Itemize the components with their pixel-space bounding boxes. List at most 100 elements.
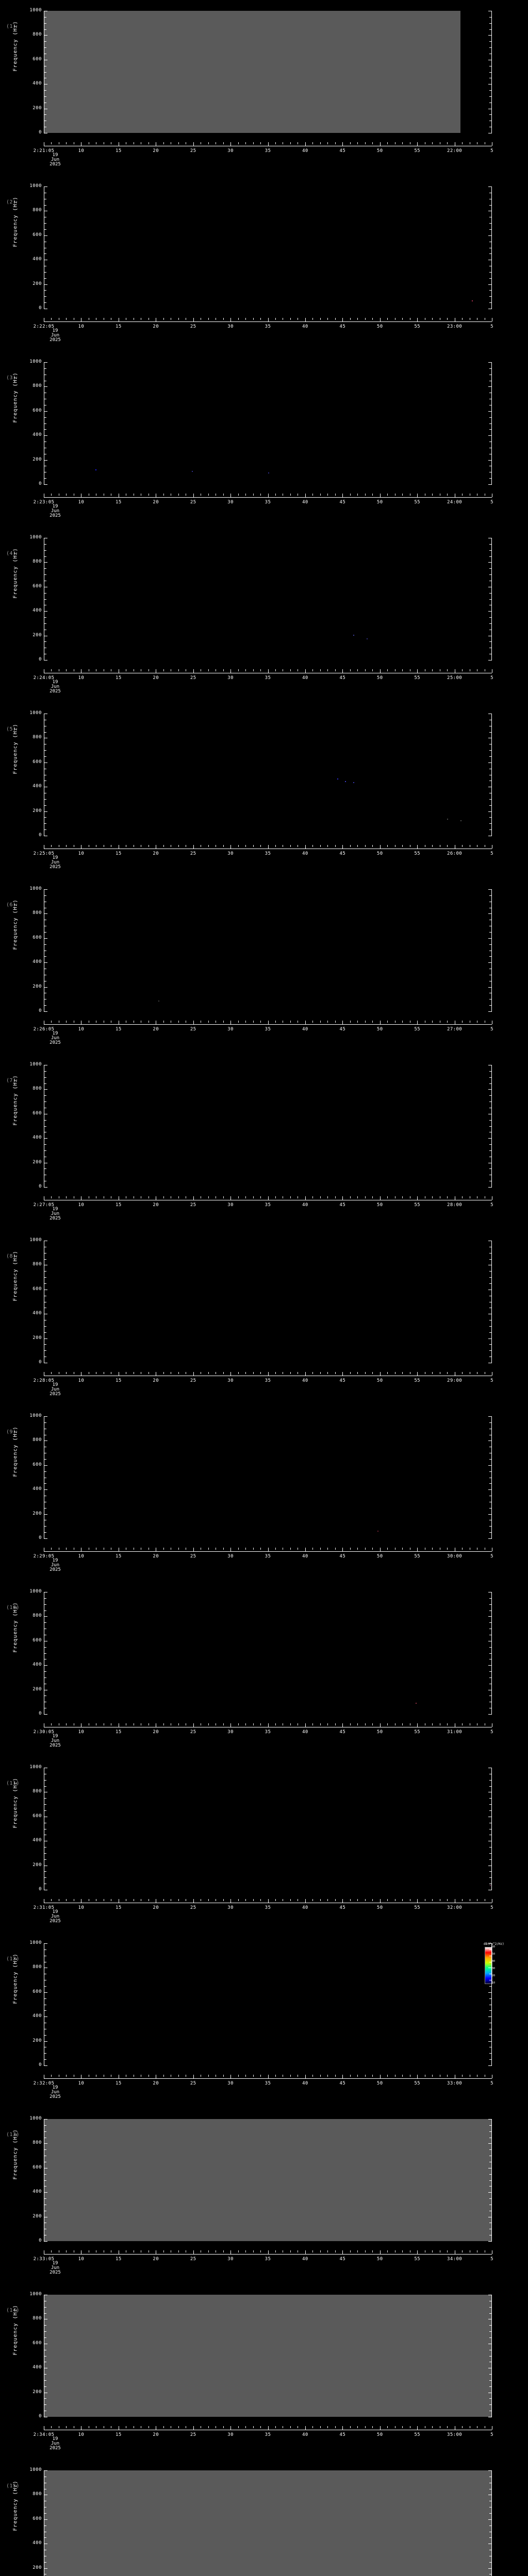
y-tick-label: 600 [32,56,42,62]
x-tick [178,669,179,671]
x-tick-label: 45 [339,324,346,329]
plot-area[interactable] [44,1768,492,1890]
date-line: Jun [51,1036,60,1041]
x-tick [342,1723,343,1727]
y-tick [488,1440,491,1442]
y-tick [488,386,491,387]
x-tick [312,2426,314,2428]
x-tick-label: 15 [116,2257,122,2262]
plot-area[interactable] [44,1592,492,1714]
x-tick-label: 40 [302,2081,308,2086]
y-tick-label: 400 [32,1135,42,1141]
x-tick [245,142,246,144]
x-tick [402,1196,403,1198]
x-tick [342,1899,343,1903]
x-tick-label: 15 [116,324,122,329]
x-axis-date: 19 Jun 2025 [50,153,61,167]
x-tick [372,2426,373,2428]
spectrogram-panel: 0 200 400 600 800 1000 Frequency (Hz) (9) 2:29:0… [0,1405,528,1581]
y-tick [489,2125,491,2126]
y-tick [489,2355,491,2357]
x-tick-label: 20 [153,1202,159,1208]
x-tick-label: 40 [302,148,308,154]
x-tick [357,1723,358,1725]
y-tick [44,1471,46,1472]
y-tick [44,362,47,363]
y-tick [44,556,46,557]
panel-index-label: (4) [6,551,16,556]
y-tick-label: 400 [32,432,42,438]
x-tick [208,1196,209,1198]
x-tick-label: 26:00 [447,851,463,856]
y-tick [489,1326,491,1327]
x-tick-label: 34:00 [447,2257,463,2262]
plot-area[interactable] [44,11,492,133]
x-tick [193,1021,194,1024]
x-tick-label: 31:00 [447,1730,463,1735]
y-tick-label: 200 [32,632,42,638]
x-tick-label: 30 [227,675,234,681]
x-axis-line [44,497,492,498]
y-tick [44,16,46,18]
y-tick [488,2143,491,2144]
x-tick [462,2075,463,2077]
plot-area[interactable] [44,714,492,836]
y-tick [489,956,491,957]
y-tick-label: 600 [32,583,42,589]
plot-area[interactable] [44,1943,492,2065]
plot-area[interactable] [44,2295,492,2417]
y-tick-label: 600 [32,1813,42,1819]
x-tick [66,1021,67,1023]
y-tick [44,1538,47,1539]
plot-area[interactable] [44,1416,492,1538]
x-tick [208,2075,209,2077]
plot-area[interactable] [44,2119,492,2241]
y-tick-label: 600 [32,1286,42,1292]
plot-area[interactable] [44,2470,492,2576]
x-tick-label: 25 [190,1202,196,1208]
right-axis-spine [491,187,492,309]
y-tick [489,1853,491,1854]
plot-area[interactable] [44,187,492,309]
y-tick-label: 600 [32,1462,42,1467]
spectrogram-panel: 0 200 400 600 800 1000 Frequency (Hz) (11) 2:31:… [0,1757,528,1933]
y-tick-label: 400 [32,1662,42,1668]
x-tick [387,2250,388,2252]
plot-area[interactable] [44,1241,492,1363]
y-tick [44,962,47,963]
y-tick [489,931,491,933]
x-tick [305,318,306,321]
x-tick [357,1372,358,1374]
y-tick-label: 1000 [29,2116,42,2121]
x-tick [178,1899,179,1901]
y-tick-label: 0 [39,306,42,311]
x-tick-label: 45 [339,2081,346,2086]
colorbar-title: dB(Pa^2/Hz) [484,1942,504,1946]
y-tick-label: 400 [32,1311,42,1316]
x-tick-label: 40 [302,500,308,505]
right-axis-spine [491,2295,492,2417]
plot-area[interactable] [44,362,492,484]
x-tick [245,1899,246,1901]
x-tick [447,1899,448,1901]
x-tick [432,845,433,847]
x-tick [380,845,381,849]
x-tick-label: 55 [414,2432,420,2437]
y-tick [489,1144,491,1145]
x-tick-label: 30 [227,1378,234,1383]
y-tick-label: 400 [32,959,42,965]
plot-area[interactable] [44,889,492,1011]
y-tick [489,2386,491,2387]
plot-area[interactable] [44,538,492,660]
y-tick [44,2404,46,2405]
date-line: 19 [52,1558,58,1563]
y-tick [44,302,46,303]
y-tick [489,2537,491,2538]
data-point [191,471,193,472]
plot-area[interactable] [44,1065,492,1187]
x-tick [51,494,52,496]
x-tick [268,2426,269,2430]
y-tick [488,284,491,285]
x-tick-label: 35 [265,500,271,505]
colorbar-legend: dB(Pa^2/Hz) 60 50 40 30 20 10 [484,1942,504,1985]
